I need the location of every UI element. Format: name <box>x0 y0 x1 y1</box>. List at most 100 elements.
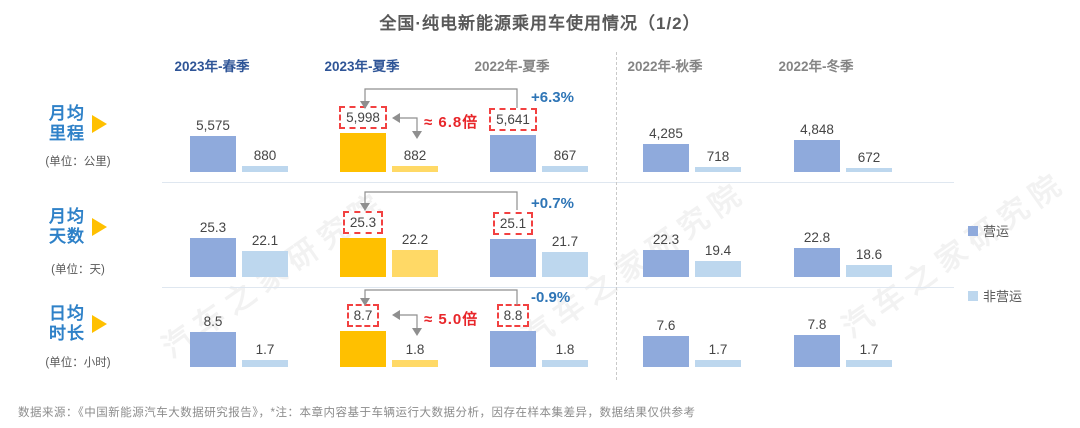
bar-operating <box>340 331 386 367</box>
bar-value-label: 4,848 <box>800 122 834 138</box>
ratio-annotation: ≈ 6.8倍 <box>424 114 479 131</box>
connector-arrowheads-row-days <box>360 203 370 211</box>
row-divider <box>162 287 954 288</box>
bar-operating <box>190 332 236 367</box>
bar-value-label: 22.1 <box>251 232 279 248</box>
bar-value-label: 8.5 <box>203 314 223 330</box>
bar-operating <box>490 135 536 172</box>
column-header: 2023年-春季 <box>174 59 250 74</box>
bar-non-operating <box>242 166 288 172</box>
triangle-marker-icon <box>92 114 107 133</box>
bar-operating <box>340 237 386 277</box>
legend-label: 非营运 <box>983 289 1023 304</box>
bar-operating <box>190 237 236 277</box>
bar-value-label: 1.7 <box>708 342 728 358</box>
boxed-value: 25.3 <box>342 210 384 234</box>
row-unit: (单位：公里) <box>45 156 111 168</box>
bar-value-label: 718 <box>706 149 730 165</box>
legend-item-non-operating: 非营运 <box>968 286 1022 305</box>
bar-operating <box>340 133 386 172</box>
yoy-annotation: -0.9% <box>531 289 571 306</box>
connector-row-days <box>364 191 518 210</box>
triangle-marker-icon <box>92 217 107 236</box>
bar-operating <box>643 144 689 172</box>
row-divider <box>162 182 954 183</box>
season-divider <box>616 52 617 380</box>
ratio-annotation: ≈ 5.0倍 <box>424 311 479 328</box>
row-unit: (单位：天) <box>51 264 105 276</box>
bar-value-label: 5,998 <box>318 106 408 129</box>
source-note: 数据来源：《中国新能源汽车大数据研究报告》，*注：本章内容基于车辆运行大数据分析… <box>18 407 696 419</box>
column-header: 2022年-冬季 <box>778 59 854 74</box>
bar-non-operating <box>695 360 741 367</box>
bar-value-label: 882 <box>403 148 427 164</box>
bar-operating <box>490 331 536 367</box>
row-label: 月均 里程 <box>28 104 128 143</box>
bar-non-operating <box>392 250 438 277</box>
boxed-value: 8.7 <box>346 304 380 328</box>
column-header: 2022年-夏季 <box>474 59 550 74</box>
bar-value-label: 7.6 <box>656 317 676 333</box>
row-label: 月均 天数 <box>28 207 128 246</box>
bar-value-label: 1.7 <box>255 342 275 358</box>
bar-value-label: 880 <box>253 148 277 164</box>
bar-value-label: 25.3 <box>199 219 227 235</box>
row-label-text: 日均 时长 <box>49 304 85 343</box>
row-label-text: 月均 里程 <box>49 104 85 143</box>
boxed-value: 8.8 <box>496 304 530 327</box>
legend-swatch-operating <box>968 225 978 236</box>
bar-non-operating <box>392 166 438 172</box>
bar-operating <box>643 335 689 367</box>
row-label: 日均 时长 <box>28 304 128 343</box>
bar-non-operating <box>542 359 588 367</box>
bar-value-label: 1.8 <box>555 341 575 357</box>
bar-value-label: 672 <box>857 149 881 165</box>
bar-value-label: 5,641 <box>468 108 558 132</box>
bar-value-label: 22.3 <box>652 231 680 247</box>
bar-operating <box>490 238 536 277</box>
legend-item-operating: 营运 <box>968 221 1009 240</box>
bar-value-label: 8.7 <box>318 304 408 328</box>
bar-value-label: 19.4 <box>704 243 732 259</box>
bar-value-label: 5,575 <box>196 117 230 133</box>
bar-value-label: 4,285 <box>649 126 683 142</box>
bar-value-label: 22.8 <box>803 229 831 245</box>
bar-non-operating <box>846 167 892 172</box>
yoy-annotation: +0.7% <box>531 195 574 212</box>
bar-value-label: 8.8 <box>468 304 558 327</box>
bar-value-label: 18.6 <box>855 246 883 262</box>
boxed-value: 25.1 <box>492 211 534 235</box>
bar-non-operating <box>392 359 438 367</box>
row-label-text: 月均 天数 <box>49 207 85 246</box>
bar-value-label: 1.7 <box>859 342 879 358</box>
bar-operating <box>190 135 236 172</box>
bar-value-label: 22.2 <box>401 232 429 248</box>
legend-swatch-non-operating <box>968 290 978 301</box>
column-header: 2023年-夏季 <box>324 59 400 74</box>
bar-operating <box>794 335 840 367</box>
column-header: 2022年-秋季 <box>627 59 703 74</box>
bar-value-label: 21.7 <box>551 234 579 250</box>
bar-non-operating <box>542 166 588 172</box>
bar-non-operating <box>242 250 288 277</box>
bar-non-operating <box>846 264 892 277</box>
legend-label: 营运 <box>983 224 1010 239</box>
bar-value-label: 867 <box>553 148 577 164</box>
bar-non-operating <box>695 167 741 172</box>
bar-non-operating <box>846 360 892 367</box>
yoy-annotation: +6.3% <box>531 89 574 106</box>
bar-operating <box>794 247 840 277</box>
boxed-value: 5,998 <box>339 106 387 129</box>
bar-operating <box>794 140 840 172</box>
bar-operating <box>643 249 689 277</box>
triangle-marker-icon <box>92 314 107 333</box>
boxed-value: 5,641 <box>489 108 537 132</box>
bar-value-label: 25.1 <box>468 211 558 235</box>
bar-value-label: 25.3 <box>318 210 408 234</box>
bar-value-label: 1.8 <box>405 341 425 357</box>
bar-non-operating <box>695 261 741 277</box>
row-unit: (单位：小时) <box>45 357 111 369</box>
bar-value-label: 7.8 <box>807 317 827 333</box>
page-title: 全国·纯电新能源乘用车使用情况（1/2） <box>379 14 701 33</box>
